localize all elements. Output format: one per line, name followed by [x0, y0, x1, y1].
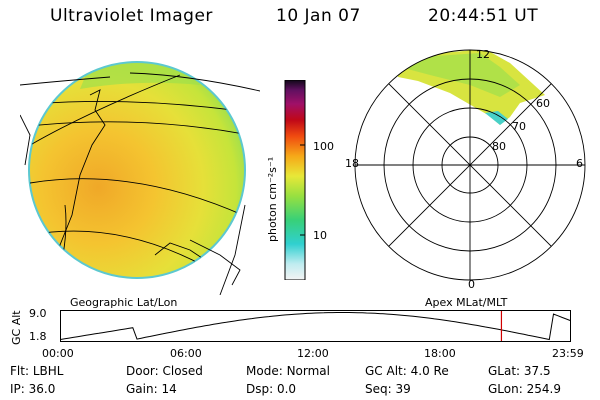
info-gc-alt: GC Alt: 4.0 Re [365, 364, 449, 378]
altitude-ymin-label: 1.8 [29, 330, 47, 343]
mlat-label-60: 60 [536, 97, 550, 110]
altitude-strip-plot [60, 310, 571, 342]
info-ip: IP: 36.0 [10, 382, 56, 396]
altitude-axis-title: GC Alt [10, 310, 23, 345]
info-door: Door: Closed [126, 364, 203, 378]
time-tick-2359: 23:59 [552, 347, 584, 360]
colorbar-tick-100: 100 [313, 140, 334, 153]
colorbar-tick-10: 10 [313, 229, 327, 242]
date-label: 10 Jan 07 [276, 6, 361, 26]
colorbar-unit-label: photon cm⁻²s⁻¹ [266, 156, 279, 242]
info-seq: Seq: 39 [365, 382, 411, 396]
info-glon: GLon: 254.9 [488, 382, 561, 396]
mlt-label-0: 0 [468, 278, 475, 291]
instrument-title: Ultraviolet Imager [50, 6, 213, 26]
geographic-disk-image [20, 61, 260, 295]
mlt-label-6: 6 [576, 157, 583, 170]
time-tick-1800: 18:00 [424, 347, 456, 360]
colorbar [284, 80, 306, 280]
time-tick-0000: 00:00 [42, 347, 74, 360]
geographic-panel-label: Geographic Lat/Lon [70, 296, 178, 309]
altitude-ymax-label: 9.0 [29, 307, 47, 320]
mlat-label-80: 80 [492, 140, 506, 153]
info-gain: Gain: 14 [126, 382, 177, 396]
time-tick-1200: 12:00 [297, 347, 329, 360]
time-tick-0600: 06:00 [170, 347, 202, 360]
apex-panel-label: Apex MLat/MLT [425, 296, 508, 309]
altitude-curve [60, 312, 571, 341]
time-label: 20:44:51 UT [428, 6, 539, 26]
polar-mlat-mlt-plot [354, 49, 586, 281]
info-glat: GLat: 37.5 [488, 364, 551, 378]
mlat-label-70: 70 [512, 120, 526, 133]
mlt-label-12: 12 [476, 48, 490, 61]
info-mode: Mode: Normal [246, 364, 330, 378]
info-flt: Flt: LBHL [10, 364, 64, 378]
info-dsp: Dsp: 0.0 [246, 382, 297, 396]
mlt-label-18: 18 [345, 157, 359, 170]
